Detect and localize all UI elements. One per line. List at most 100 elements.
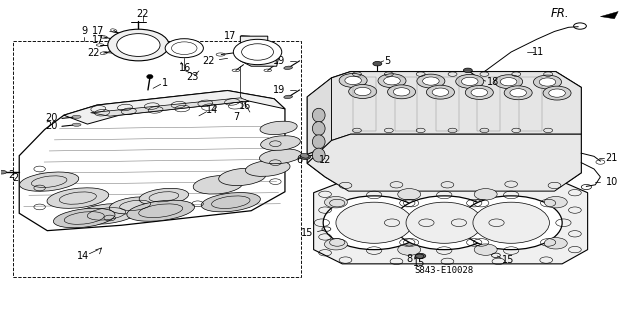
Ellipse shape	[193, 175, 243, 194]
Ellipse shape	[53, 208, 115, 228]
Ellipse shape	[259, 149, 301, 164]
Ellipse shape	[116, 33, 160, 56]
Text: 22: 22	[88, 48, 100, 58]
Ellipse shape	[47, 188, 109, 208]
Ellipse shape	[336, 202, 412, 243]
Polygon shape	[241, 36, 278, 66]
Ellipse shape	[544, 238, 567, 249]
Text: 22: 22	[202, 56, 215, 66]
Ellipse shape	[534, 75, 561, 89]
Text: 20: 20	[45, 121, 58, 131]
Ellipse shape	[463, 68, 472, 72]
Ellipse shape	[456, 74, 484, 88]
Polygon shape	[307, 134, 581, 191]
Ellipse shape	[324, 239, 348, 250]
Ellipse shape	[284, 95, 292, 99]
Ellipse shape	[415, 253, 426, 258]
Text: 20: 20	[45, 113, 58, 123]
Text: 21: 21	[605, 153, 618, 163]
Ellipse shape	[324, 197, 348, 208]
Ellipse shape	[339, 73, 367, 87]
Text: 19: 19	[273, 85, 285, 95]
Text: FR.: FR.	[551, 7, 570, 20]
Ellipse shape	[388, 85, 415, 99]
Ellipse shape	[260, 136, 300, 150]
Ellipse shape	[474, 189, 497, 200]
Ellipse shape	[426, 85, 454, 99]
Text: 14: 14	[205, 105, 218, 115]
Ellipse shape	[544, 197, 567, 208]
Ellipse shape	[127, 200, 195, 221]
Ellipse shape	[473, 202, 549, 243]
Text: 2: 2	[8, 170, 14, 180]
Ellipse shape	[165, 39, 204, 58]
Ellipse shape	[109, 197, 161, 214]
Ellipse shape	[349, 85, 377, 99]
Ellipse shape	[397, 244, 420, 255]
Ellipse shape	[20, 172, 79, 191]
Ellipse shape	[394, 88, 410, 96]
Polygon shape	[64, 91, 285, 124]
Polygon shape	[314, 182, 588, 264]
Ellipse shape	[417, 74, 445, 88]
Ellipse shape	[242, 44, 273, 60]
Ellipse shape	[373, 62, 382, 66]
Text: 17: 17	[92, 35, 104, 45]
Text: 15: 15	[301, 228, 314, 238]
Text: 23: 23	[186, 72, 199, 82]
Ellipse shape	[260, 121, 297, 135]
Ellipse shape	[465, 85, 493, 100]
Polygon shape	[307, 78, 332, 163]
Ellipse shape	[471, 88, 488, 97]
Ellipse shape	[172, 42, 197, 55]
Text: 17: 17	[223, 31, 236, 41]
Text: 6: 6	[296, 154, 302, 165]
Ellipse shape	[548, 89, 565, 97]
Ellipse shape	[406, 202, 483, 243]
Ellipse shape	[301, 153, 309, 158]
Polygon shape	[332, 71, 581, 141]
Text: 9: 9	[81, 26, 87, 35]
Text: 18: 18	[487, 77, 499, 87]
Ellipse shape	[147, 74, 153, 79]
Ellipse shape	[201, 193, 260, 212]
Ellipse shape	[72, 115, 81, 118]
Ellipse shape	[432, 88, 449, 96]
Ellipse shape	[312, 122, 325, 136]
Ellipse shape	[495, 75, 523, 89]
Text: 15: 15	[502, 255, 515, 265]
Ellipse shape	[378, 74, 406, 88]
Ellipse shape	[219, 168, 266, 186]
Ellipse shape	[504, 86, 532, 100]
Ellipse shape	[543, 86, 571, 100]
Text: 16: 16	[179, 63, 191, 73]
Text: 14: 14	[77, 251, 89, 261]
Text: 19: 19	[273, 56, 285, 66]
Ellipse shape	[139, 188, 189, 205]
Polygon shape	[91, 98, 248, 116]
Polygon shape	[19, 91, 285, 231]
Ellipse shape	[323, 196, 425, 250]
Text: 12: 12	[319, 154, 331, 165]
Bar	[13, 41, 301, 277]
Ellipse shape	[510, 89, 527, 97]
Ellipse shape	[345, 76, 362, 85]
Ellipse shape	[474, 244, 497, 255]
Polygon shape	[600, 11, 618, 19]
Ellipse shape	[394, 196, 495, 250]
Text: 11: 11	[532, 47, 544, 57]
Text: 22: 22	[136, 9, 149, 19]
Text: 7: 7	[233, 112, 239, 122]
Text: 5: 5	[385, 56, 390, 66]
Text: 1: 1	[162, 78, 168, 88]
Ellipse shape	[460, 196, 562, 250]
Ellipse shape	[0, 170, 6, 174]
Text: 10: 10	[605, 177, 618, 187]
Text: 2: 2	[12, 173, 19, 183]
Ellipse shape	[74, 204, 139, 224]
Text: 16: 16	[239, 101, 252, 111]
Ellipse shape	[397, 189, 420, 200]
Ellipse shape	[384, 77, 400, 85]
Ellipse shape	[245, 160, 290, 176]
Text: 17: 17	[92, 26, 104, 36]
